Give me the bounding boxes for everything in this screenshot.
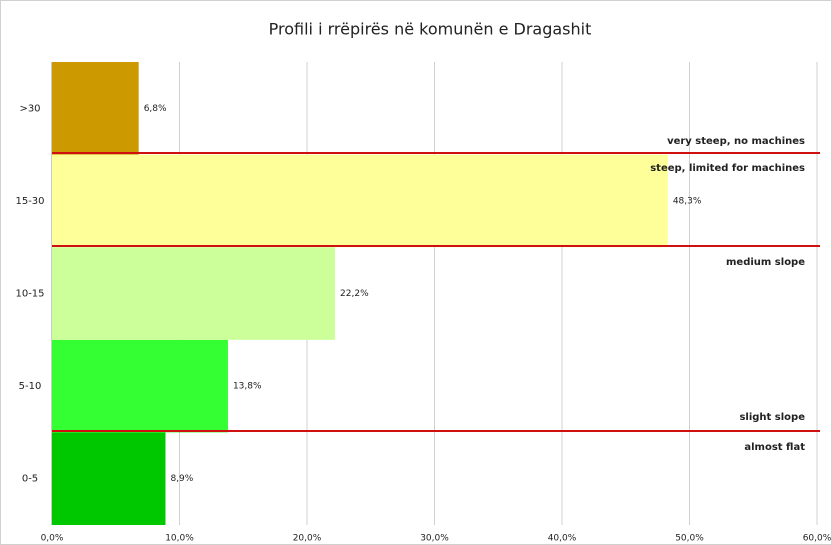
y-tick-label: 15-30 bbox=[15, 196, 44, 207]
value-label: 22,2% bbox=[340, 289, 369, 299]
chart-title: Profili i rrëpirës në komunën e Dragashi… bbox=[269, 20, 592, 39]
y-tick-label: 10-15 bbox=[15, 289, 44, 300]
annotation: medium slope bbox=[726, 257, 805, 268]
x-tick-label: 20,0% bbox=[293, 534, 322, 544]
annotation: very steep, no machines bbox=[667, 136, 805, 147]
bars bbox=[52, 62, 668, 525]
x-tick-label: 60,0% bbox=[803, 534, 832, 544]
x-tick-label: 0,0% bbox=[41, 534, 64, 544]
x-tick-label: 30,0% bbox=[420, 534, 449, 544]
bar bbox=[52, 339, 228, 433]
annotation: slight slope bbox=[739, 412, 805, 423]
value-label: 48,3% bbox=[673, 196, 702, 206]
x-tick-label: 40,0% bbox=[548, 534, 577, 544]
bar bbox=[52, 62, 139, 155]
bar bbox=[52, 247, 336, 340]
x-tick-label: 50,0% bbox=[675, 534, 704, 544]
value-label: 8,9% bbox=[170, 474, 193, 484]
boundaries bbox=[52, 152, 820, 432]
value-label: 6,8% bbox=[144, 104, 167, 114]
x-tick-label: 10,0% bbox=[165, 534, 194, 544]
annotation: almost flat bbox=[744, 442, 805, 453]
y-tick-label: 0-5 bbox=[22, 474, 38, 485]
bar bbox=[52, 432, 166, 525]
value-label: 13,8% bbox=[233, 382, 262, 392]
y-tick-label: 5-10 bbox=[19, 381, 42, 392]
bar bbox=[52, 154, 668, 248]
y-tick-label: >30 bbox=[19, 103, 40, 114]
annotation: steep, limited for machines bbox=[650, 163, 805, 174]
